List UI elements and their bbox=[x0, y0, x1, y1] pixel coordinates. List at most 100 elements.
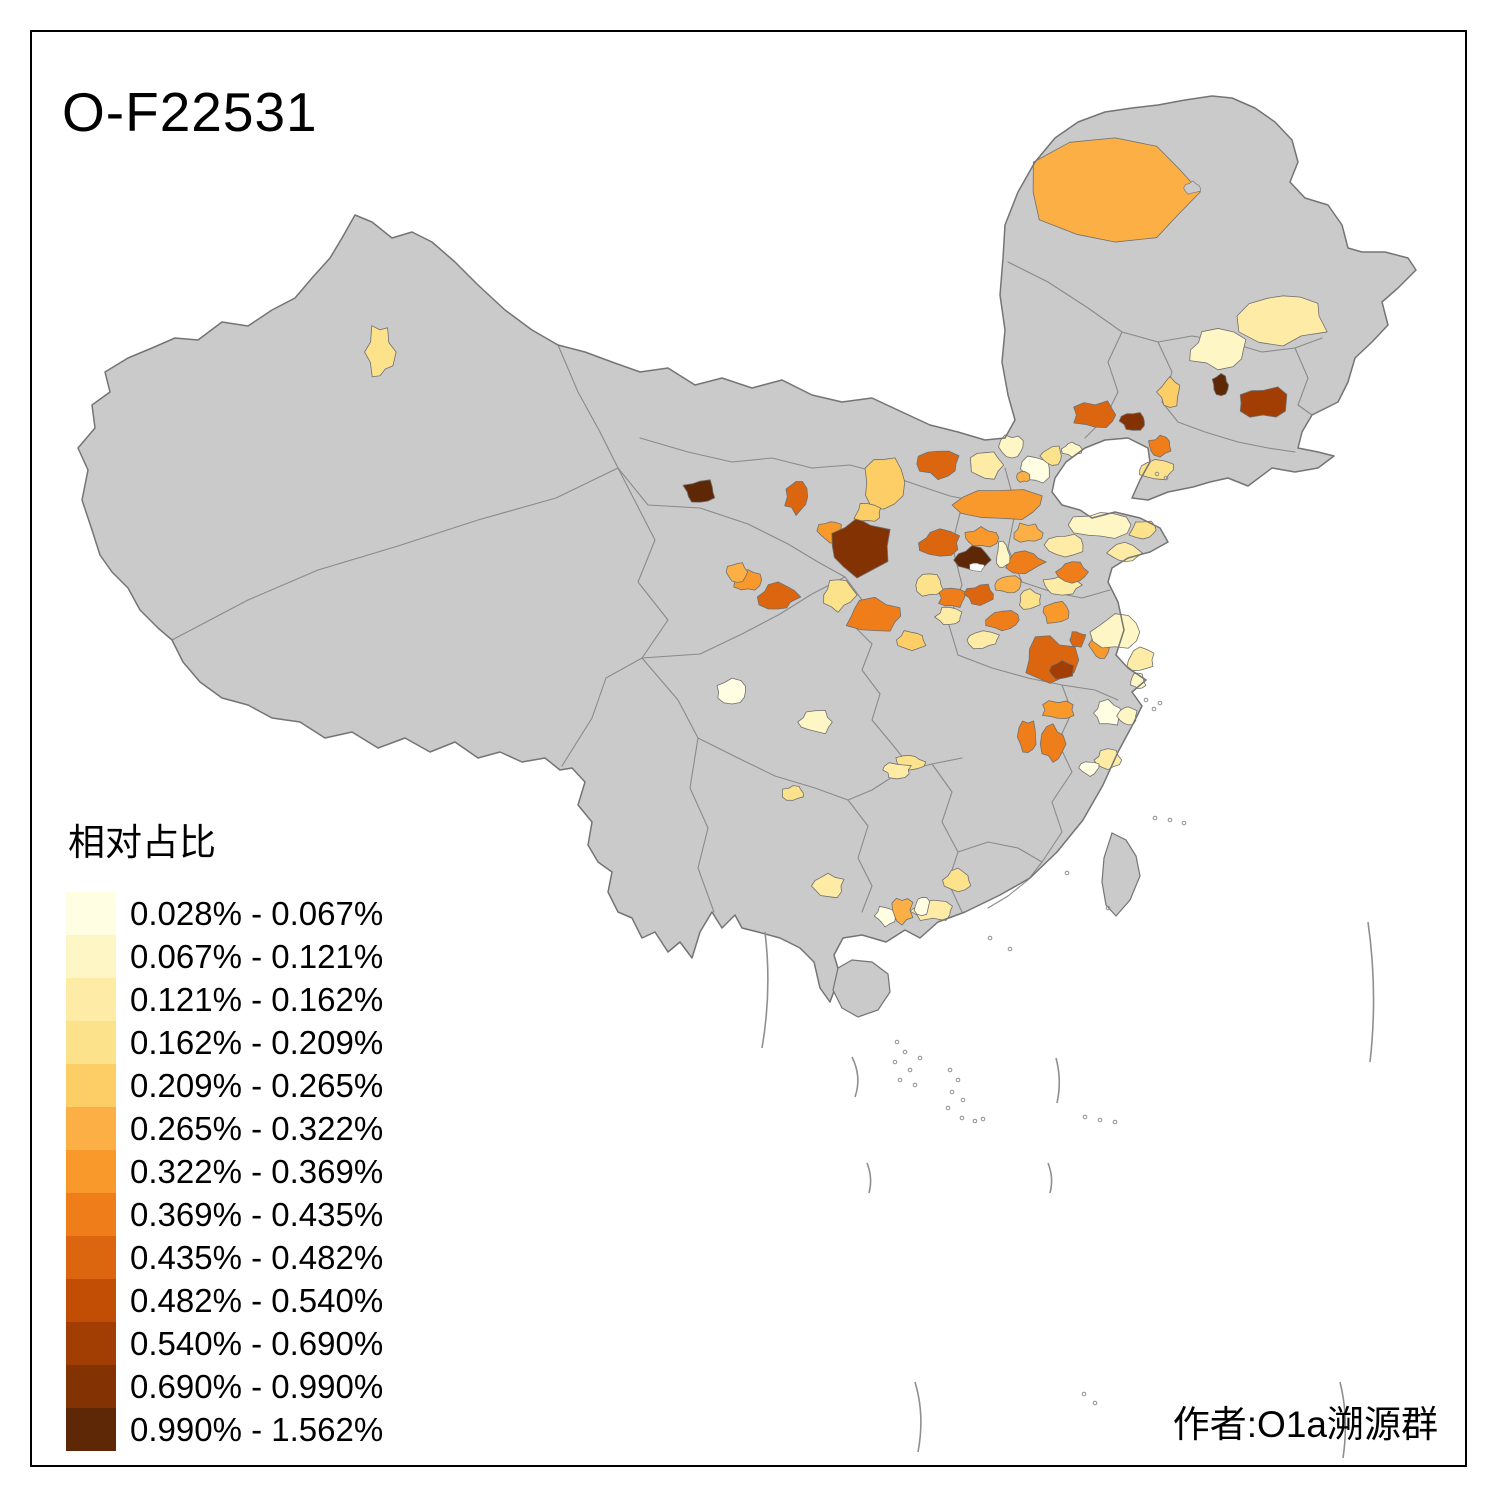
islet-dot-22 bbox=[1105, 905, 1111, 911]
legend-swatch-10 bbox=[66, 1279, 116, 1322]
legend-label-7: 0.322% - 0.369% bbox=[130, 1152, 384, 1190]
prefecture-region-16 bbox=[969, 451, 1005, 480]
province-border-18 bbox=[639, 437, 981, 503]
prefecture-region-26 bbox=[963, 583, 994, 606]
legend-label-10: 0.482% - 0.540% bbox=[130, 1281, 384, 1319]
prefecture-region-62 bbox=[873, 906, 897, 928]
legend-rows: 0.028% - 0.067% 0.067% - 0.121% 0.121% - 0… bbox=[66, 892, 383, 1451]
prefecture-region-14 bbox=[964, 526, 1000, 548]
legend-swatch-3 bbox=[66, 978, 116, 1021]
legend-title: 相对占比 bbox=[68, 822, 216, 863]
prefecture-region-8 bbox=[916, 450, 960, 481]
legend-swatch-5 bbox=[66, 1064, 116, 1107]
province-border-3 bbox=[617, 467, 846, 578]
province-border-1 bbox=[557, 344, 619, 469]
province-border-14 bbox=[1057, 684, 1073, 773]
prefecture-region-66 bbox=[1032, 137, 1201, 243]
islet-dot-29 bbox=[1097, 1117, 1103, 1123]
prefecture-region-63 bbox=[891, 897, 914, 926]
prefecture-region-74 bbox=[1148, 434, 1172, 458]
attribution-text: 作者:O1a溯源群 bbox=[1172, 1404, 1438, 1445]
legend-row-12: 0.690% - 0.990% bbox=[66, 1365, 383, 1408]
prefecture-region-47 bbox=[1093, 698, 1124, 726]
legend: 相对占比 0.028% - 0.067% 0.067% - 0.121% 0.121… bbox=[66, 812, 383, 1451]
mainland-landmass bbox=[78, 96, 1416, 1002]
islet-dot-8 bbox=[947, 1067, 953, 1073]
prefecture-region-19 bbox=[1016, 470, 1031, 483]
prefecture-region-33 bbox=[994, 575, 1022, 594]
islet-dot-7 bbox=[917, 1055, 923, 1061]
legend-row-5: 0.209% - 0.265% bbox=[66, 1064, 383, 1107]
islet-dot-9 bbox=[955, 1077, 961, 1083]
prefecture-region-6 bbox=[864, 457, 906, 510]
legend-swatch-11 bbox=[66, 1322, 116, 1365]
prefecture-region-65 bbox=[942, 867, 972, 893]
islet-dot-20 bbox=[1157, 700, 1163, 706]
prefecture-region-60 bbox=[811, 872, 845, 899]
prefecture-region-59 bbox=[882, 762, 912, 780]
province-border-10 bbox=[947, 504, 963, 656]
legend-row-3: 0.121% - 0.162% bbox=[66, 978, 383, 1021]
islet-dot-21 bbox=[1064, 870, 1070, 876]
legend-swatch-4 bbox=[66, 1021, 116, 1064]
province-border-17 bbox=[957, 841, 1043, 863]
legend-label-3: 0.121% - 0.162% bbox=[130, 980, 384, 1018]
prefecture-region-69 bbox=[1211, 373, 1229, 397]
islet-dot-26 bbox=[972, 1118, 978, 1124]
islet-dot-5 bbox=[897, 1077, 903, 1083]
prefecture-region-12 bbox=[918, 528, 960, 557]
hainan-island bbox=[832, 959, 891, 1018]
prefecture-region-52 bbox=[1039, 723, 1067, 763]
legend-row-4: 0.162% - 0.209% bbox=[66, 1021, 383, 1064]
prefecture-region-32 bbox=[966, 630, 1000, 650]
legend-row-9: 0.435% - 0.482% bbox=[66, 1236, 383, 1279]
islet-dot-18 bbox=[1143, 697, 1149, 703]
prefecture-region-53 bbox=[1093, 748, 1123, 771]
nine-dash-segment-8 bbox=[1339, 1381, 1347, 1459]
islet-dot-32 bbox=[1092, 1400, 1098, 1406]
prefecture-region-38 bbox=[1128, 520, 1157, 540]
prefecture-region-54 bbox=[1078, 761, 1100, 777]
islet-dot-10 bbox=[949, 1089, 955, 1095]
islet-dot-1 bbox=[894, 1039, 900, 1045]
legend-label-13: 0.990% - 1.562% bbox=[130, 1410, 384, 1448]
legend-label-4: 0.162% - 0.209% bbox=[130, 1023, 384, 1061]
islet-dot-11 bbox=[960, 1097, 966, 1103]
islet-dot-27 bbox=[980, 1116, 986, 1122]
prefecture-region-11 bbox=[725, 562, 749, 583]
page-title: O-F22531 bbox=[62, 81, 318, 143]
islet-dot-25 bbox=[959, 1115, 965, 1121]
mainland-outline bbox=[77, 95, 1417, 1003]
legend-label-12: 0.690% - 0.990% bbox=[130, 1367, 384, 1405]
legend-swatch-8 bbox=[66, 1193, 116, 1236]
legend-row-6: 0.265% - 0.322% bbox=[66, 1107, 383, 1150]
prefecture-region-57 bbox=[716, 677, 746, 705]
prefecture-region-34 bbox=[1019, 588, 1042, 610]
prefecture-region-3 bbox=[784, 481, 809, 516]
province-border-2 bbox=[171, 467, 619, 641]
prefecture-region-31 bbox=[985, 610, 1020, 632]
prefecture-region-2 bbox=[682, 479, 716, 503]
province-border-8 bbox=[847, 799, 873, 913]
prefecture-region-27 bbox=[934, 606, 963, 626]
legend-row-11: 0.540% - 0.690% bbox=[66, 1322, 383, 1365]
prefecture-region-56 bbox=[797, 709, 833, 735]
province-border-5 bbox=[641, 576, 846, 659]
legend-swatch-9 bbox=[66, 1236, 116, 1279]
prefecture-region-15 bbox=[951, 489, 1043, 520]
legend-swatch-13 bbox=[66, 1408, 116, 1451]
legend-swatch-6 bbox=[66, 1107, 116, 1150]
islet-dot-19 bbox=[1151, 706, 1157, 712]
islet-dot-14 bbox=[1007, 946, 1013, 952]
prefecture-region-64 bbox=[913, 896, 931, 917]
nine-dash-segment-4 bbox=[1055, 1057, 1061, 1104]
legend-row-7: 0.322% - 0.369% bbox=[66, 1150, 383, 1193]
prefecture-region-30 bbox=[823, 579, 858, 613]
province-border-4 bbox=[561, 467, 669, 767]
legend-label-6: 0.265% - 0.322% bbox=[130, 1109, 384, 1147]
province-border-22 bbox=[1294, 347, 1313, 416]
prefecture-region-42 bbox=[1048, 660, 1075, 680]
prefecture-region-5 bbox=[831, 517, 891, 579]
